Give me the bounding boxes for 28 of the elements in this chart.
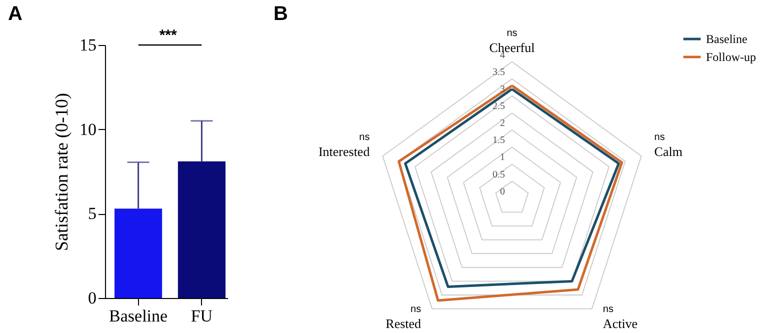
- spoke-label: Rested: [386, 316, 422, 332]
- y-tick-label: 1: [500, 152, 505, 164]
- x-tick-label: FU: [190, 306, 213, 326]
- y-tick-label: 1.5: [492, 135, 505, 146]
- legend-label: Follow-up: [706, 50, 756, 64]
- y-tick-label: 15: [80, 36, 96, 54]
- text: ns: [359, 132, 370, 143]
- text: ***: [159, 27, 177, 44]
- text: ns: [654, 132, 665, 143]
- text: ns: [602, 304, 614, 316]
- y-tick-label: 2: [500, 118, 505, 130]
- y-axis-title: Satisfation rate (0-10): [52, 93, 72, 251]
- text: ns: [410, 304, 422, 316]
- y-tick-label: 0.5: [492, 169, 505, 180]
- spoke-label: Calm: [654, 144, 682, 159]
- y-tick-label: 5: [88, 204, 96, 224]
- y-tick-label: 4: [500, 50, 505, 61]
- y-tick-label: 2.5: [492, 100, 505, 112]
- chart-title: A: [8, 3, 22, 25]
- spoke-label: Interested: [318, 144, 370, 159]
- spoke-label: Active: [602, 316, 638, 332]
- y-tick-label: 3.5: [492, 66, 505, 78]
- y-tick-label: 0: [88, 288, 96, 308]
- text: ns: [506, 28, 518, 40]
- y-tick-label: 0: [500, 186, 505, 198]
- chart-title: B: [273, 3, 288, 26]
- y-tick-label: 10: [80, 120, 96, 139]
- legend-label: Baseline: [706, 32, 748, 46]
